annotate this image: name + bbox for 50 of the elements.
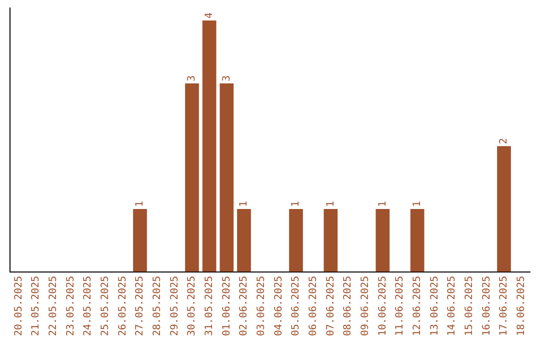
x-tick-label: 21.05.2025 [30, 276, 42, 336]
data-label: 1 [377, 200, 388, 207]
bar [202, 20, 216, 272]
x-tick-label: 30.05.2025 [186, 276, 198, 336]
bar [410, 208, 424, 272]
bar [376, 208, 390, 272]
bar [237, 208, 251, 272]
x-tick-label: 23.05.2025 [65, 276, 76, 336]
x-tick-label: 11.06.2025 [394, 276, 406, 336]
data-label: 1 [238, 200, 250, 207]
x-tick-label: 31.05.2025 [204, 276, 215, 336]
bar [324, 208, 338, 272]
x-tick-label: 18.06.2025 [516, 276, 527, 336]
data-label: 4 [204, 12, 215, 19]
data-label: 1 [290, 200, 302, 207]
data-label: 1 [325, 200, 336, 207]
x-tick-label: 05.06.2025 [290, 276, 302, 336]
x-tick-label: 27.05.2025 [134, 276, 146, 336]
x-tick-label: 09.06.2025 [360, 276, 371, 336]
x-tick-label: 25.05.2025 [100, 276, 111, 336]
x-tick-label: 20.05.2025 [13, 276, 24, 336]
x-tick-label: 01.06.2025 [221, 276, 232, 336]
data-label: 3 [221, 75, 232, 82]
x-tick-label: 17.06.2025 [498, 276, 510, 336]
x-tick-label: 03.06.2025 [256, 276, 267, 336]
x-tick-label: 10.06.2025 [377, 276, 388, 336]
x-tick-label: 02.06.2025 [238, 276, 250, 336]
data-label: 2 [498, 138, 510, 144]
x-tick-label: 12.06.2025 [412, 276, 423, 336]
bar [289, 208, 303, 272]
x-tick-label: 07.06.2025 [325, 276, 336, 336]
x-tick-label: 06.06.2025 [308, 276, 319, 336]
x-tick-label: 22.05.2025 [48, 276, 59, 336]
x-tick-label: 15.06.2025 [464, 276, 475, 336]
data-label: 3 [186, 75, 198, 82]
bar [133, 208, 147, 272]
bar [185, 83, 199, 272]
data-label: 1 [134, 200, 146, 207]
data-label: 1 [412, 200, 423, 207]
x-tick-label: 16.06.2025 [481, 276, 492, 336]
x-tick-label: 26.05.2025 [117, 276, 128, 336]
bar [497, 146, 511, 272]
x-tick-label: 08.06.2025 [342, 276, 354, 336]
x-tick-label: 13.06.2025 [429, 276, 440, 336]
x-tick-label: 29.05.2025 [169, 276, 180, 336]
x-tick-label: 04.06.2025 [273, 276, 284, 336]
bar [220, 83, 234, 272]
x-tick-label: 14.06.2025 [446, 276, 458, 336]
x-tick-label: 28.05.2025 [152, 276, 163, 336]
x-tick-label: 24.05.2025 [82, 276, 94, 336]
